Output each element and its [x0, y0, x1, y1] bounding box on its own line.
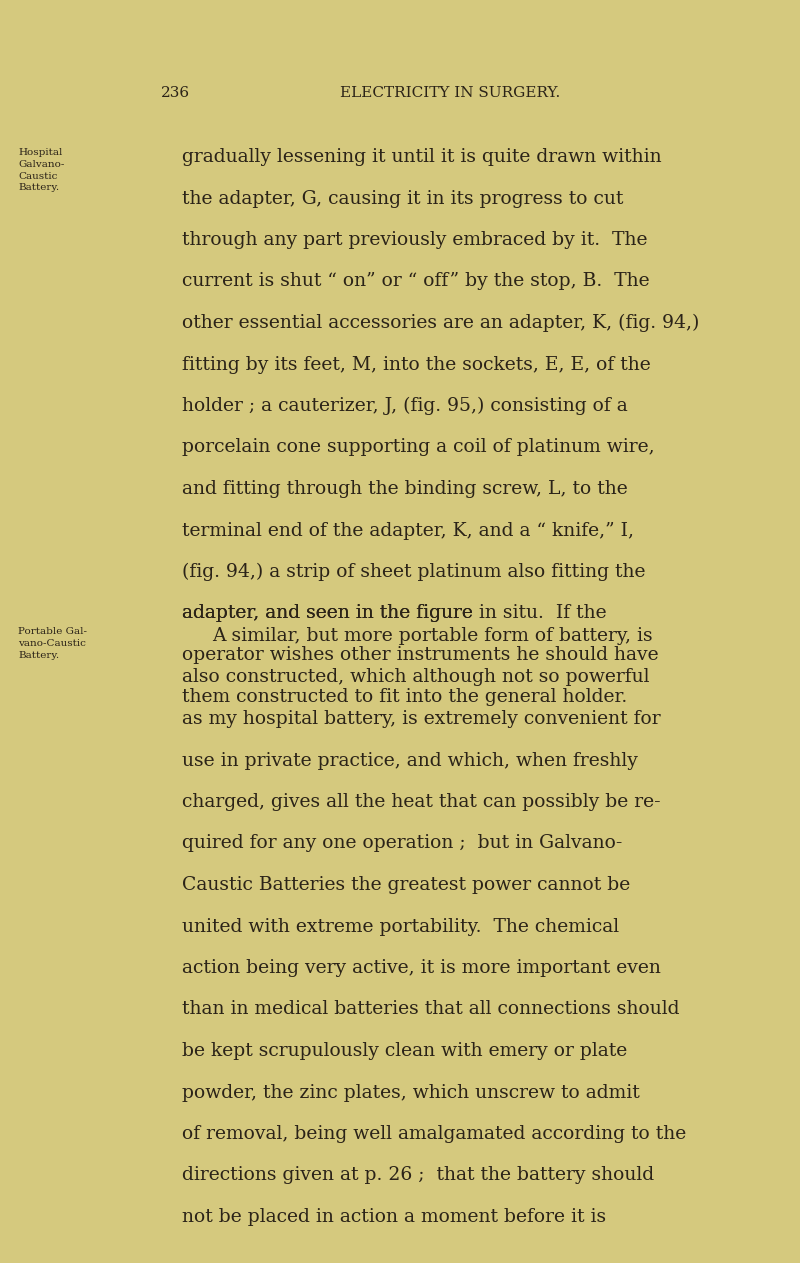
Text: Portable Gal-
vano-Caustic
Battery.: Portable Gal- vano-Caustic Battery.: [18, 626, 87, 659]
Text: united with extreme portability.  The chemical: united with extreme portability. The che…: [182, 917, 619, 936]
Text: adapter, and seen in the figure in situ.  If the: adapter, and seen in the figure in situ.…: [182, 605, 606, 623]
Text: (fig. 94,) a strip of sheet platinum also fitting the: (fig. 94,) a strip of sheet platinum als…: [182, 563, 646, 581]
Text: charged, gives all the heat that can possibly be re-: charged, gives all the heat that can pos…: [182, 793, 661, 811]
Text: adapter, and seen in the figure: adapter, and seen in the figure: [182, 605, 479, 623]
Text: porcelain cone supporting a coil of platinum wire,: porcelain cone supporting a coil of plat…: [182, 438, 654, 456]
Text: other essential accessories are an adapter, K, (fig. 94,): other essential accessories are an adapt…: [182, 314, 699, 332]
Text: also constructed, which although not so powerful: also constructed, which although not so …: [182, 668, 650, 687]
Text: of removal, being well amalgamated according to the: of removal, being well amalgamated accor…: [182, 1125, 686, 1143]
Text: A similar, but more portable form of battery, is: A similar, but more portable form of bat…: [212, 626, 653, 645]
Text: terminal end of the adapter, K, and a “ knife,” I,: terminal end of the adapter, K, and a “ …: [182, 522, 634, 539]
Text: fitting by its feet, M, into the sockets, E, E, of the: fitting by its feet, M, into the sockets…: [182, 355, 650, 374]
Text: gradually lessening it until it is quite drawn within: gradually lessening it until it is quite…: [182, 148, 662, 165]
Text: 236: 236: [161, 86, 190, 100]
Text: not be placed in action a moment before it is: not be placed in action a moment before …: [182, 1207, 606, 1226]
Text: powder, the zinc plates, which unscrew to admit: powder, the zinc plates, which unscrew t…: [182, 1084, 640, 1101]
Text: ELECTRICITY IN SURGERY.: ELECTRICITY IN SURGERY.: [340, 86, 560, 100]
Text: through any part previously embraced by it.  The: through any part previously embraced by …: [182, 231, 647, 249]
Text: use in private practice, and which, when freshly: use in private practice, and which, when…: [182, 751, 638, 769]
Text: action being very active, it is more important even: action being very active, it is more imp…: [182, 959, 661, 978]
Text: current is shut “ on” or “ off” by the stop, B.  The: current is shut “ on” or “ off” by the s…: [182, 273, 650, 290]
Text: as my hospital battery, is extremely convenient for: as my hospital battery, is extremely con…: [182, 710, 661, 727]
Text: holder ; a cauterizer, J, (fig. 95,) consisting of a: holder ; a cauterizer, J, (fig. 95,) con…: [182, 397, 628, 416]
Text: directions given at p. 26 ;  that the battery should: directions given at p. 26 ; that the bat…: [182, 1167, 654, 1185]
Text: them constructed to fit into the general holder.: them constructed to fit into the general…: [182, 687, 627, 706]
Text: be kept scrupulously clean with emery or plate: be kept scrupulously clean with emery or…: [182, 1042, 627, 1060]
Text: and fitting through the binding screw, L, to the: and fitting through the binding screw, L…: [182, 480, 628, 498]
Text: than in medical batteries that all connections should: than in medical batteries that all conne…: [182, 1000, 679, 1018]
Text: Caustic Batteries the greatest power cannot be: Caustic Batteries the greatest power can…: [182, 877, 630, 894]
Text: Hospital
Galvano-
Caustic
Battery.: Hospital Galvano- Caustic Battery.: [18, 148, 64, 192]
Text: operator wishes other instruments he should have: operator wishes other instruments he sho…: [182, 645, 658, 664]
Text: quired for any one operation ;  but in Galvano-: quired for any one operation ; but in Ga…: [182, 835, 622, 853]
Text: the adapter, G, causing it in its progress to cut: the adapter, G, causing it in its progre…: [182, 189, 623, 207]
